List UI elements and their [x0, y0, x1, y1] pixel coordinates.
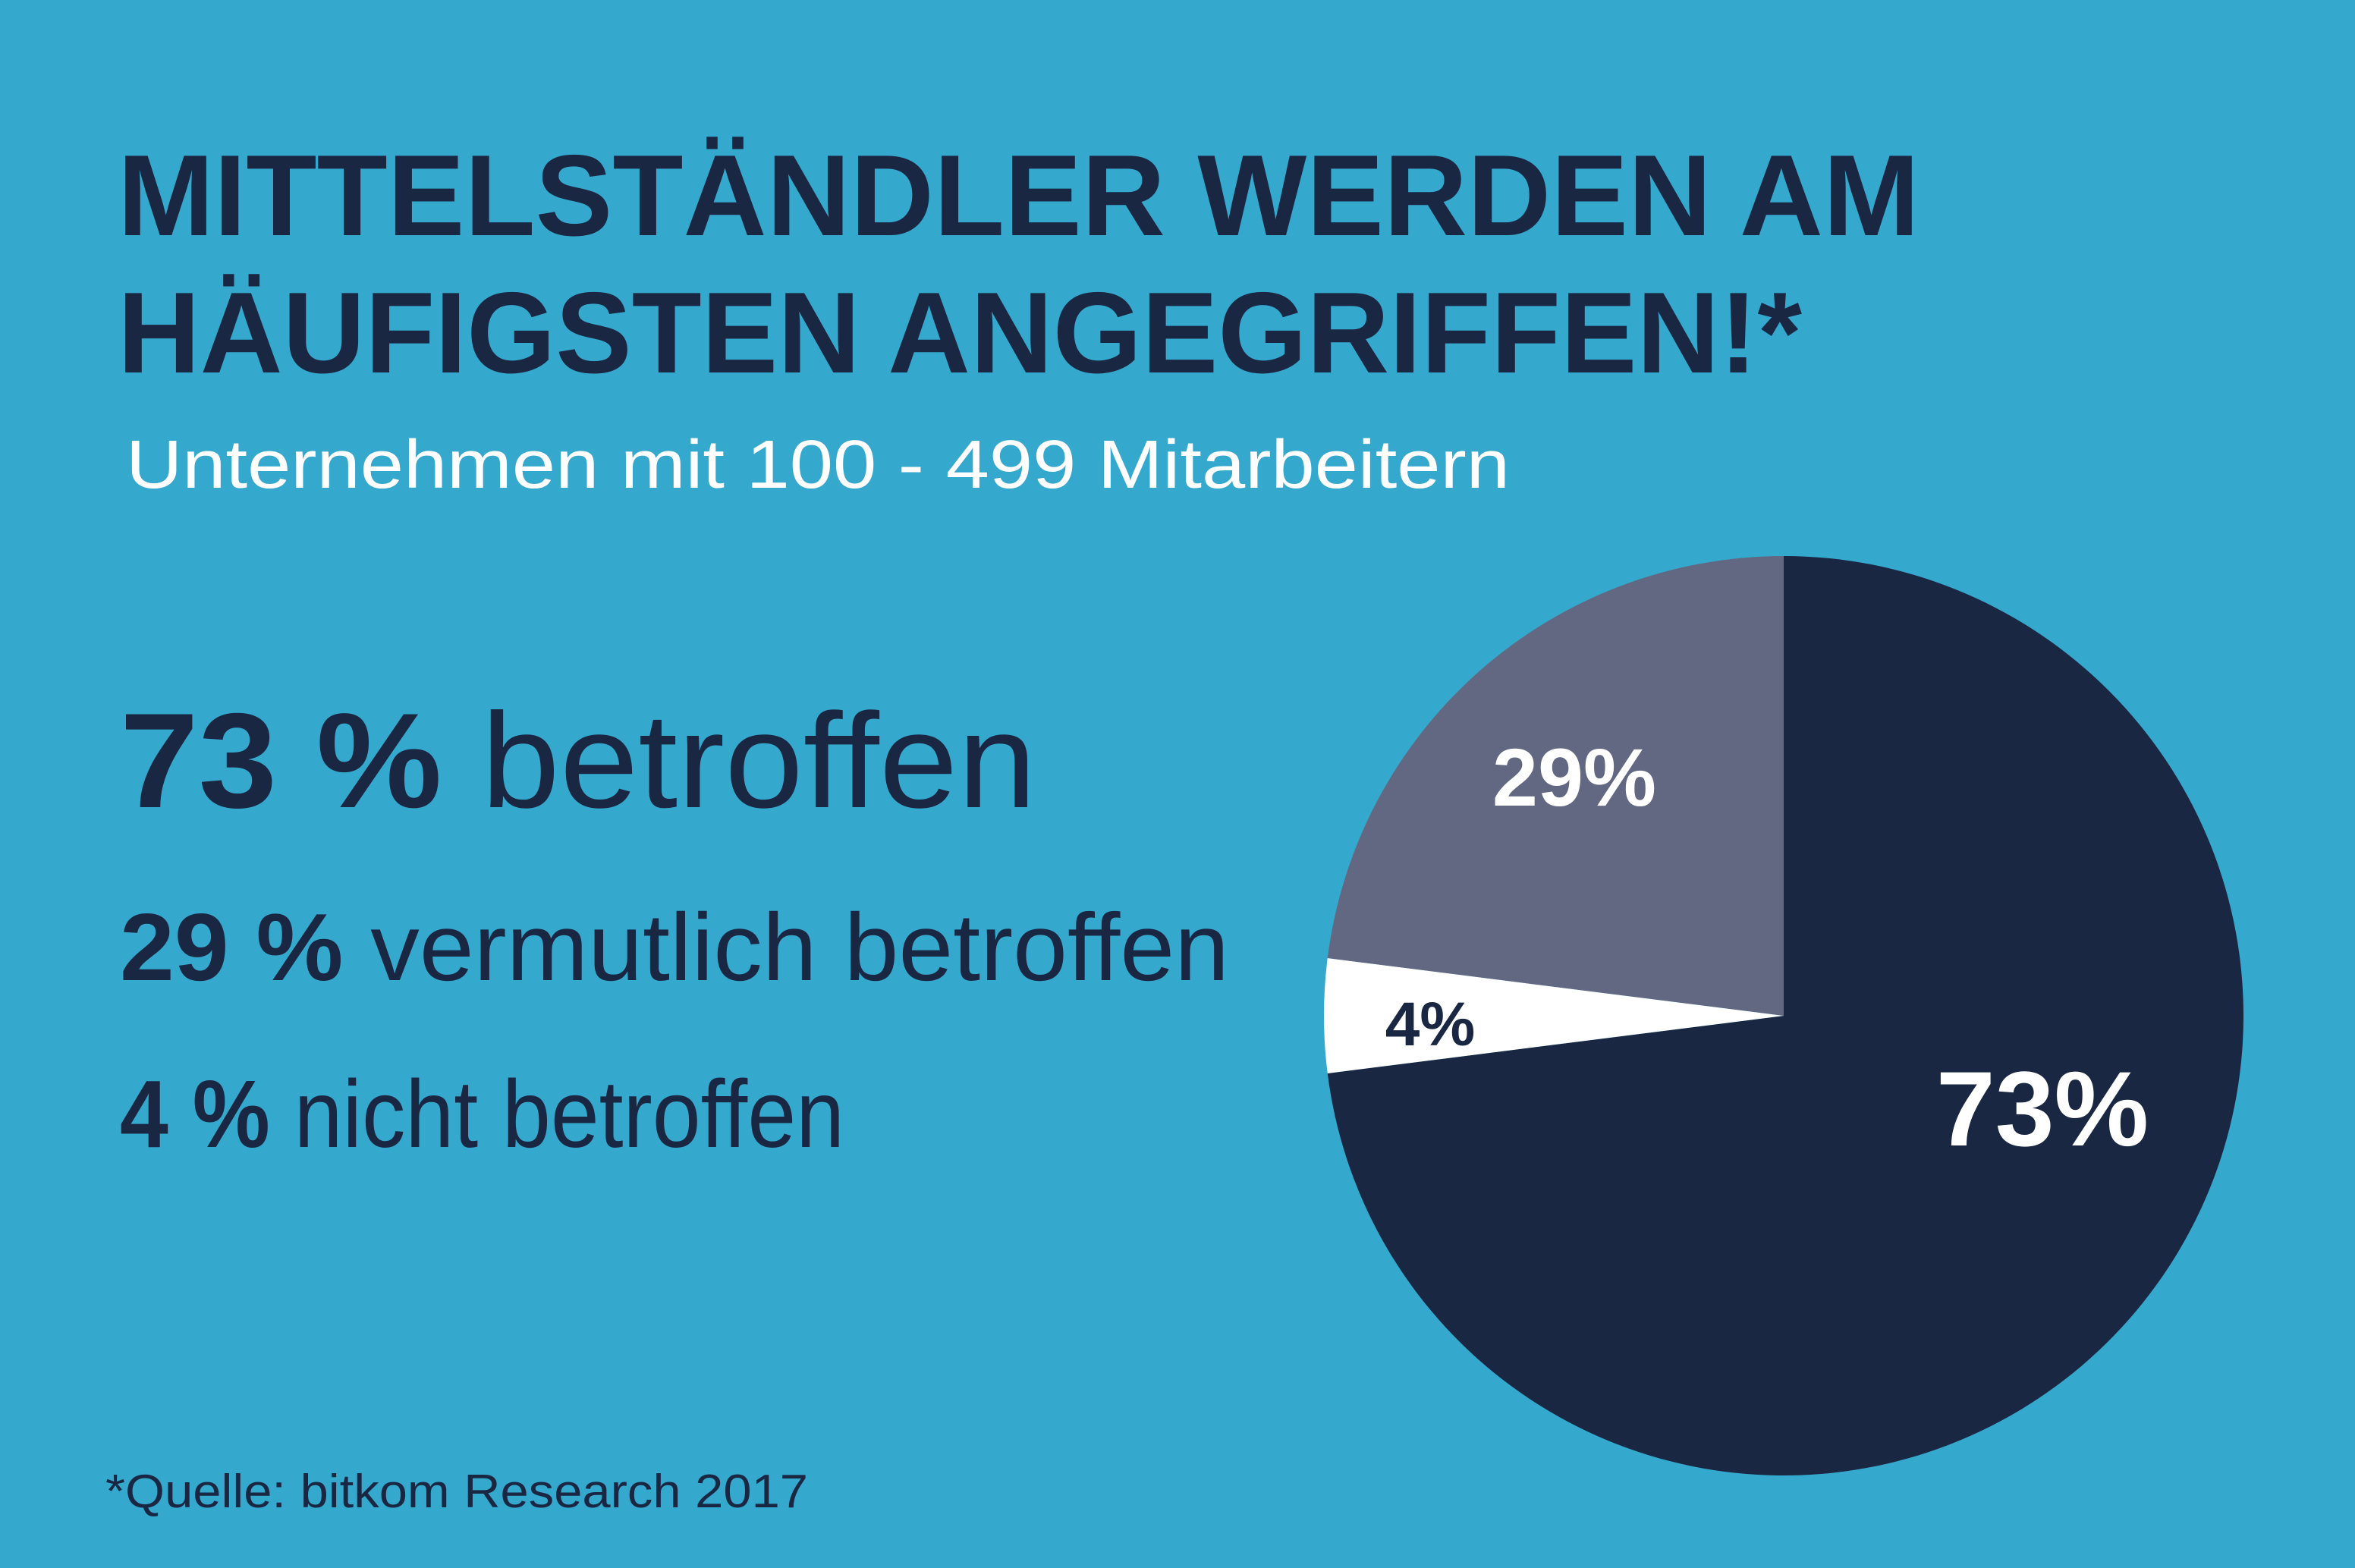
pie-chart: 73% 4% 29%: [1324, 556, 2243, 1475]
title-line-2: HÄUFIGSTEN ANGEGRIFFEN!*: [118, 269, 1802, 397]
pie-label-73: 73%: [1936, 1049, 2149, 1168]
stat-presumably-label: vermutlich betroffen: [343, 894, 1229, 1001]
pie-slice-73: [1327, 556, 2243, 1475]
stat-affected-value: 73 %: [120, 685, 442, 836]
pie-label-29: 29%: [1492, 731, 1656, 823]
source-note: *Quelle: bitkom Research 2017: [105, 1466, 808, 1518]
subtitle: Unternehmen mit 100 - 499 Mitarbeitern: [126, 427, 1510, 503]
stat-presumably-affected: 29 % vermutlich betroffen: [120, 894, 1229, 1001]
pie-label-4: 4%: [1385, 990, 1476, 1059]
stat-affected: 73 % betroffen: [120, 685, 1036, 836]
stat-presumably-value: 29 %: [120, 894, 343, 1001]
pie-slice-4: [1324, 958, 1784, 1073]
stat-not-value: 4 %: [120, 1061, 270, 1167]
title-line-1: MITTELSTÄNDLER WERDEN AM: [118, 131, 1920, 260]
stat-not-affected: 4 % nicht betroffen: [120, 1061, 844, 1167]
pie-slice-29: [1327, 556, 1784, 1016]
stat-affected-label: betroffen: [442, 685, 1036, 836]
stat-not-label: nicht betroffen: [270, 1061, 844, 1167]
